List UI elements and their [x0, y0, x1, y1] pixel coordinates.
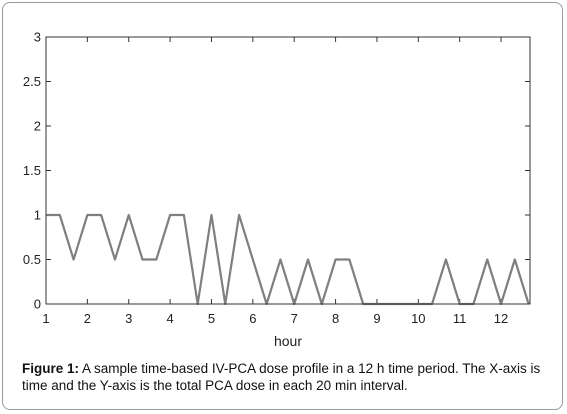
y-tick-label: 0.5	[23, 252, 41, 267]
x-tick-label: 10	[411, 311, 425, 326]
x-tick-label: 9	[373, 311, 380, 326]
x-tick-label: 8	[332, 311, 339, 326]
plot-area	[45, 36, 531, 305]
x-axis-title: hour	[274, 333, 302, 349]
x-tick-label: 11	[453, 311, 467, 326]
x-tick-label: 7	[291, 311, 298, 326]
y-tick-label: 0	[34, 297, 41, 312]
x-tick-label: 12	[494, 311, 508, 326]
y-tick-label: 2	[34, 119, 41, 134]
y-tick-label: 2.5	[23, 74, 41, 89]
y-tick-label: 1.5	[23, 163, 41, 178]
figure-frame	[2, 2, 563, 410]
x-tick-label: 5	[208, 311, 215, 326]
caption-text: A sample time-based IV-PCA dose profile …	[22, 361, 541, 393]
x-tick-label: 6	[249, 311, 256, 326]
y-tick-label: 3	[34, 30, 41, 45]
x-tick-label: 1	[42, 311, 49, 326]
series-line	[46, 213, 530, 306]
x-tick-label: 2	[84, 311, 91, 326]
y-tick-label: 1	[34, 208, 41, 223]
x-tick-label: 4	[166, 311, 173, 326]
x-tick-label: 3	[125, 311, 132, 326]
caption-label: Figure 1:	[22, 361, 80, 376]
figure-caption: Figure 1: A sample time-based IV-PCA dos…	[22, 360, 552, 394]
